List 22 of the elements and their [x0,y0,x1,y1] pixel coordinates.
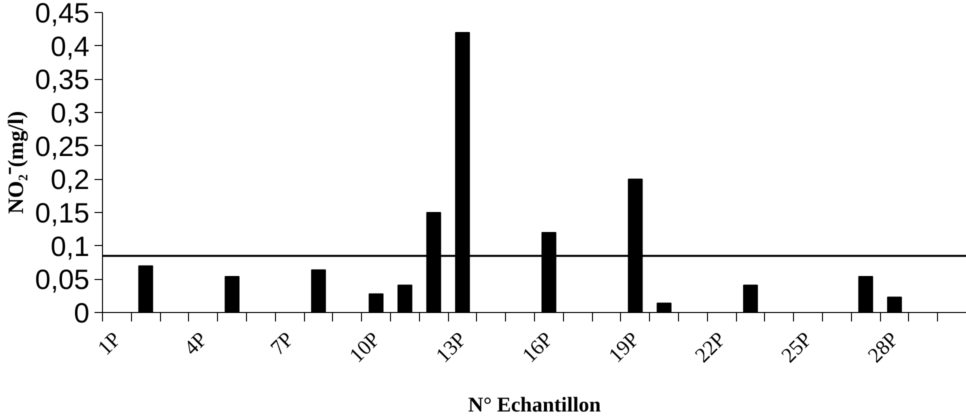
y-tick-label: 0,15 [35,198,90,228]
x-tick-label: 13P [430,327,471,368]
x-tick-label: 22P [690,327,730,368]
y-tick-label: 0,2 [50,164,90,196]
y-tick-label: 0,05 [35,264,90,296]
x-tick-label: 25P [776,327,817,368]
x-tick-label: 19P [604,327,644,368]
x-tick-label: 4P [179,327,212,360]
y-tick-label: 0,35 [35,64,90,96]
y-axis-title: NO₂⁻(mg/l) [3,111,28,214]
y-tick-label: 0,25 [35,130,90,162]
y-tick-label: 0,4 [50,30,90,62]
y-tick-label: 0,1 [50,230,90,262]
x-tick-label: 16P [517,327,558,368]
y-tick-label: 0,3 [50,98,90,128]
x-axis-title: N° Echantillon [468,392,602,417]
y-tick-label: 0,45 [35,0,90,28]
y-tick-label: 0 [74,298,90,328]
x-tick-label: 10P [344,327,385,368]
x-tick-label: 1P [92,327,126,360]
x-tick-label: 28P [862,327,903,368]
x-tick-label: 7P [266,327,298,360]
